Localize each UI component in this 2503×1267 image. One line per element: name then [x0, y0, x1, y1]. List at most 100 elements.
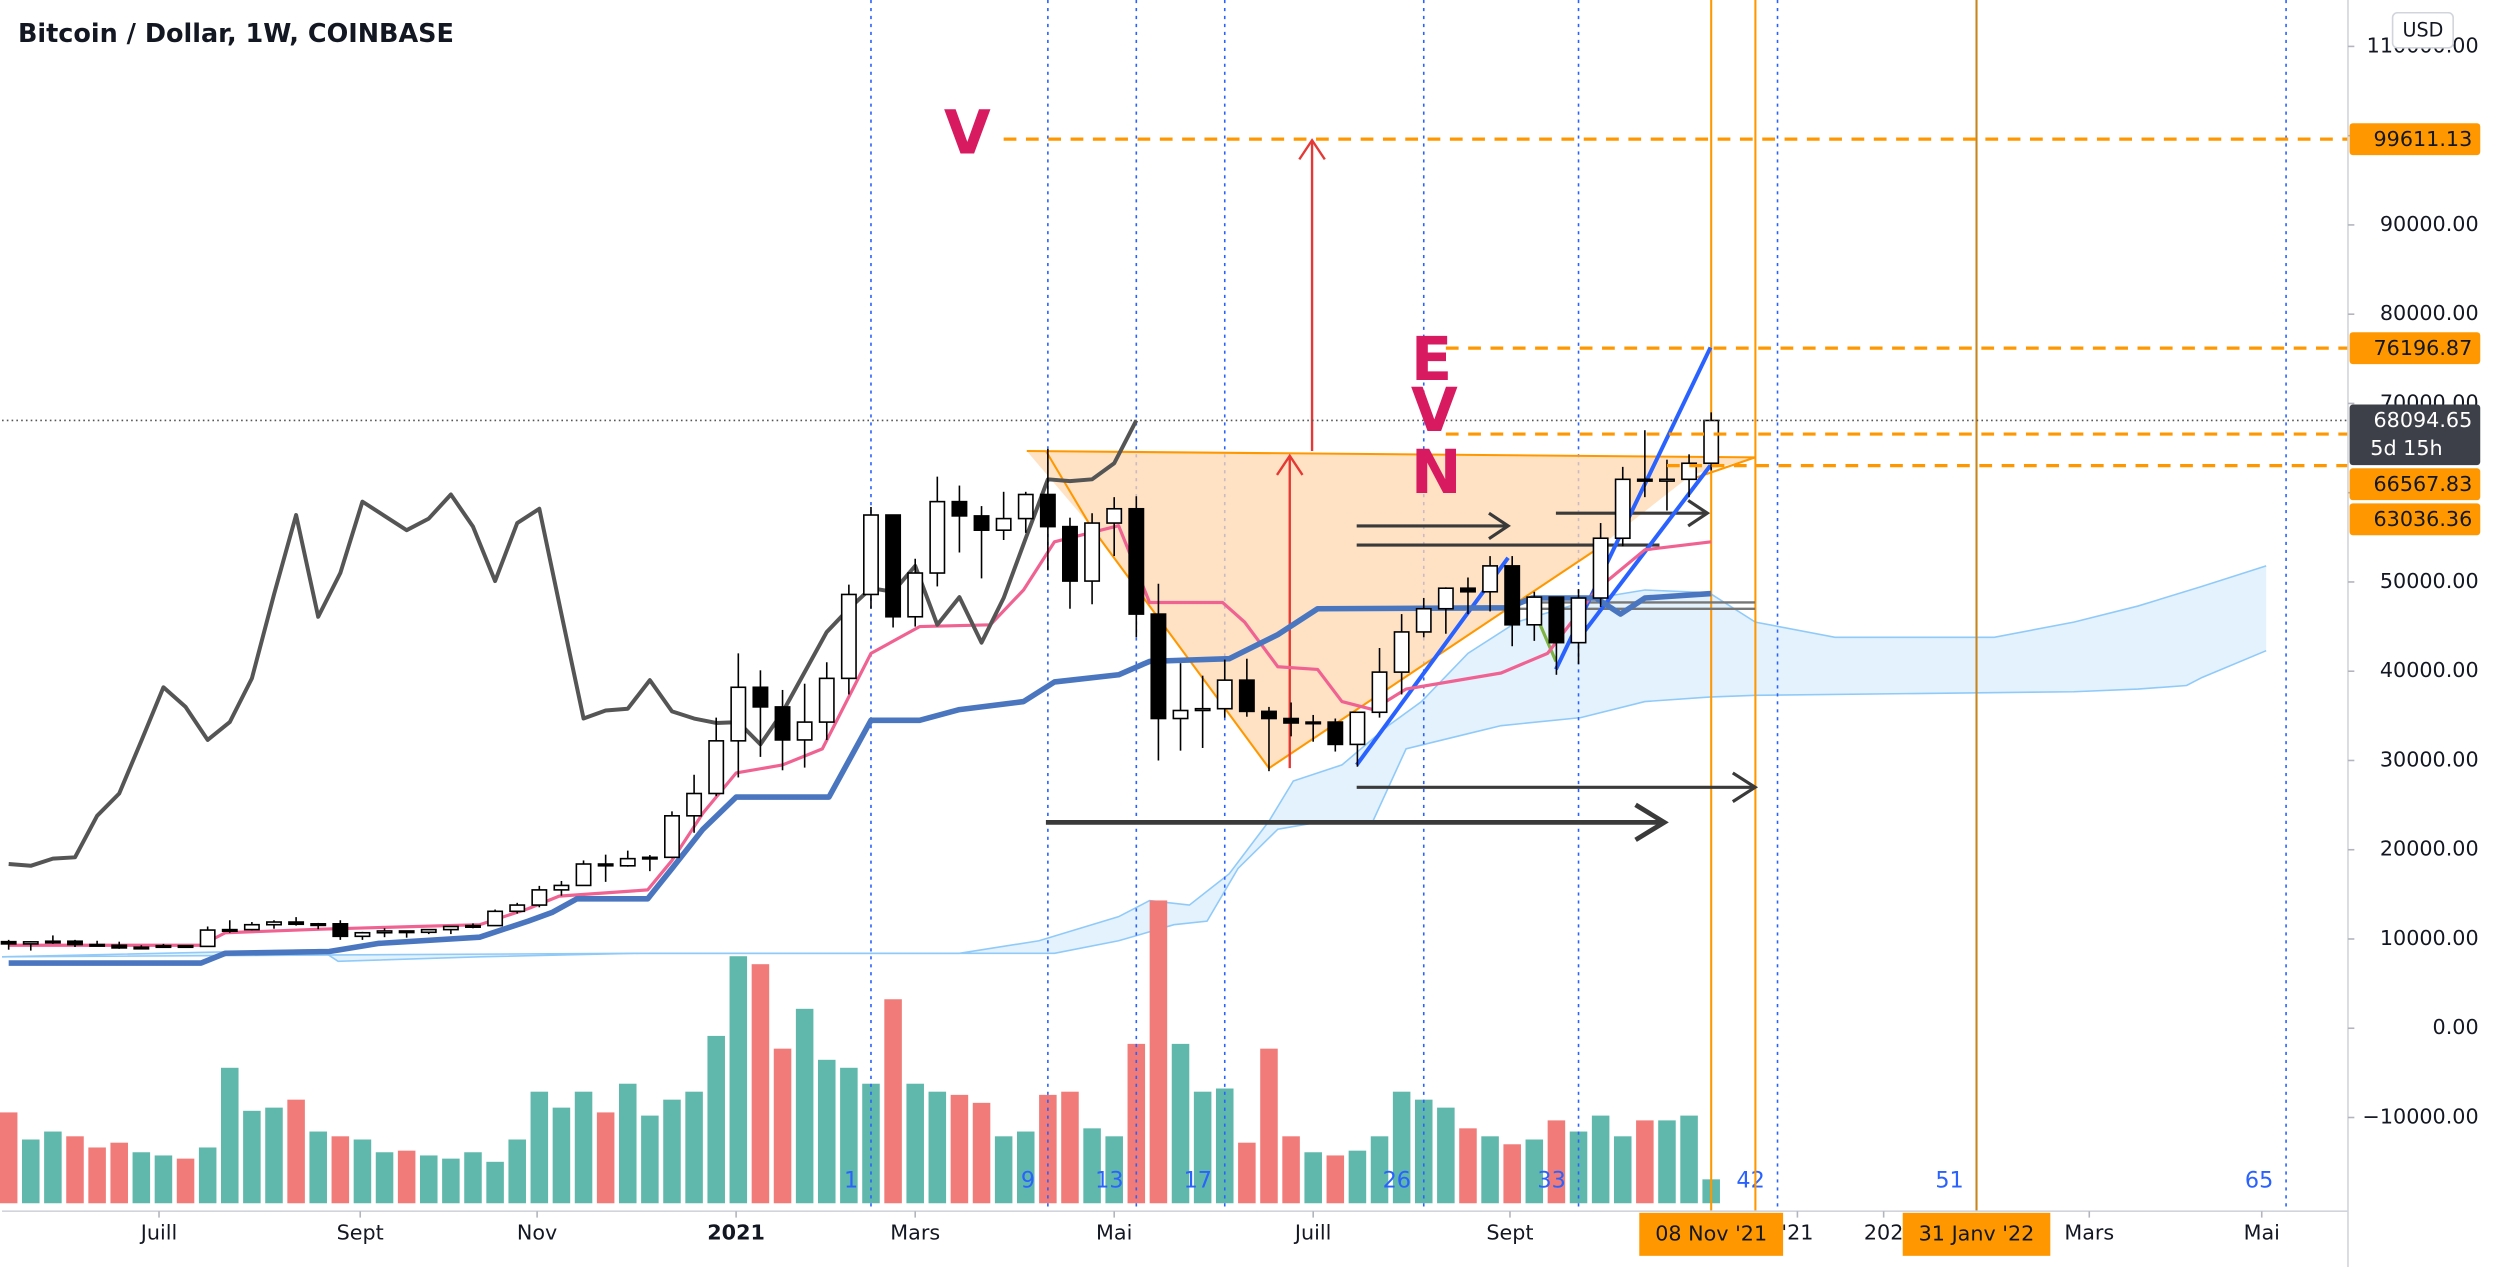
- candle-body: [133, 946, 150, 950]
- volume-bar: [950, 1094, 969, 1204]
- time-zone-label: 65: [2245, 1167, 2273, 1193]
- price-label-box: [2349, 503, 2481, 536]
- volume-layer: [0, 900, 1720, 1204]
- candle-body: [1305, 721, 1322, 725]
- candle-body: [708, 740, 725, 795]
- volume-bar: [287, 1099, 305, 1204]
- volume-bar: [66, 1136, 84, 1204]
- volume-bar: [574, 1091, 593, 1204]
- volume-bar: [795, 1008, 814, 1204]
- volume-bar: [1016, 1131, 1035, 1204]
- candle-body: [1415, 607, 1432, 633]
- candle-body: [1216, 679, 1233, 710]
- volume-bar: [1636, 1120, 1654, 1204]
- time-zone-label: 1: [844, 1167, 858, 1193]
- candle-body: [995, 517, 1012, 531]
- x-tick-label: Sept: [337, 1221, 384, 1245]
- volume-bar: [353, 1139, 372, 1204]
- annotation: V: [944, 99, 991, 169]
- volume-bar: [906, 1083, 924, 1204]
- candle-body: [1261, 710, 1277, 720]
- volume-bar: [1591, 1115, 1610, 1204]
- chart-title: Bitcoin / Dollar, 1W, COINBASE: [18, 19, 454, 49]
- candle-body: [1526, 596, 1543, 626]
- x-tick-label: 2021: [707, 1221, 765, 1245]
- candle-body: [1349, 711, 1366, 746]
- price-label-box: [2349, 468, 2481, 501]
- y-tick-label: 20000.00: [2380, 837, 2479, 861]
- volume-bar: [154, 1155, 173, 1204]
- volume-bar: [1282, 1136, 1300, 1204]
- candle-body: [641, 856, 658, 860]
- candle-body: [553, 884, 570, 891]
- candle-body: [22, 941, 39, 945]
- time-zone-label: 33: [1537, 1167, 1565, 1193]
- candle-body: [730, 686, 747, 742]
- price-axis-bg: [2347, 0, 2501, 1267]
- candle-body: [442, 925, 459, 931]
- currency-badge[interactable]: [2391, 11, 2454, 49]
- candle-body: [1039, 493, 1056, 528]
- candle-body: [509, 904, 526, 913]
- x-tick-label: Juill: [139, 1221, 177, 1245]
- volume-bar: [862, 1083, 880, 1204]
- candle-body: [1128, 507, 1145, 615]
- price-label: 76196.87: [2373, 336, 2472, 360]
- date-marker: [1639, 1212, 1784, 1256]
- price-label-box: [2349, 123, 2481, 156]
- candle-body: [354, 931, 371, 938]
- candle-body: [1371, 671, 1388, 714]
- arrow-head: [1634, 802, 1669, 842]
- candle-body: [575, 863, 592, 887]
- candle-body: [863, 514, 879, 596]
- candle-body: [288, 921, 305, 926]
- time-zone-label: 26: [1383, 1167, 1411, 1193]
- candle-body: [1548, 596, 1565, 644]
- candle-body: [796, 721, 813, 741]
- candle-body: [973, 515, 990, 531]
- volume-bar: [840, 1067, 858, 1204]
- candle-body: [44, 940, 61, 944]
- volume-bar: [1326, 1155, 1345, 1204]
- candle-body: [619, 857, 636, 867]
- volume-bar: [1503, 1144, 1521, 1204]
- axes: 110000.00100000.0090000.0080000.0070000.…: [139, 33, 2481, 1256]
- candle-body: [420, 928, 437, 934]
- pattern-edge: [1026, 449, 1756, 480]
- x-tick-label: '21: [1781, 1221, 1813, 1245]
- candle-body: [266, 921, 282, 926]
- candle-body: [1658, 478, 1675, 482]
- volume-bar: [1171, 1043, 1190, 1204]
- date-marker: [1902, 1212, 2051, 1256]
- price-label: 99611.13: [2373, 127, 2472, 151]
- candle-body: [67, 940, 83, 946]
- volume-bar: [243, 1110, 261, 1204]
- volume-bar: [773, 1048, 792, 1204]
- volume-bar: [1481, 1136, 1499, 1204]
- volume-bar: [486, 1161, 504, 1204]
- time-zone-label: 17: [1184, 1167, 1212, 1193]
- y-tick-label: −10000.00: [2363, 1105, 2479, 1129]
- volume-bar: [420, 1155, 438, 1204]
- candle-body: [1592, 537, 1609, 599]
- price-label-box: [2349, 332, 2481, 365]
- volume-bar: [1569, 1131, 1588, 1204]
- candle-body: [398, 930, 415, 934]
- y-tick-label: 90000.00: [2380, 212, 2479, 236]
- volume-bar: [22, 1139, 40, 1204]
- y-tick-label: 40000.00: [2380, 658, 2479, 682]
- volume-bar: [817, 1059, 836, 1204]
- y-tick-label: 80000.00: [2380, 301, 2479, 325]
- candle-body: [531, 889, 548, 906]
- tenkan-line: [8, 524, 1712, 947]
- candle-body: [465, 924, 481, 928]
- volume-bar: [1304, 1152, 1322, 1204]
- volume-bar: [1459, 1128, 1477, 1204]
- volume-bar: [729, 956, 748, 1204]
- candle-body: [929, 500, 946, 574]
- candle-body: [111, 944, 128, 949]
- volume-bar: [1193, 1091, 1212, 1204]
- candle-body: [1106, 507, 1123, 524]
- volume-bar: [685, 1091, 703, 1204]
